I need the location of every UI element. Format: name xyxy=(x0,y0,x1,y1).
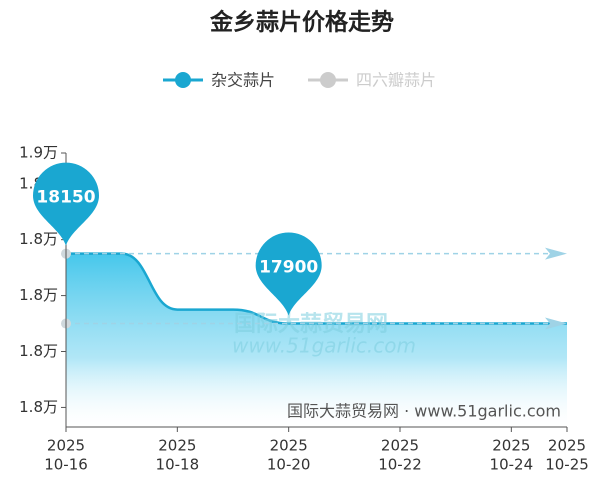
y-tick-label: 1.9万 xyxy=(19,144,58,162)
x-tick-label: 2025 xyxy=(270,437,308,455)
x-tick-label: 10-24 xyxy=(490,456,534,474)
x-tick-label: 2025 xyxy=(548,437,586,455)
chart-title: 金乡蒜片价格走势 xyxy=(209,9,394,36)
x-tick-label: 2025 xyxy=(47,437,85,455)
x-tick-label: 10-22 xyxy=(378,456,422,474)
legend-label: 杂交蒜片 xyxy=(211,71,275,90)
pin-label: 17900 xyxy=(259,258,318,278)
footer: 国际大蒜贸易网 · www.51garlic.com xyxy=(287,402,561,421)
x-tick-label: 10-25 xyxy=(545,456,589,474)
mark-line-arrow xyxy=(545,247,567,260)
y-tick-label: 1.8万 xyxy=(19,398,58,416)
legend-marker xyxy=(175,72,191,88)
mark-line-arrow xyxy=(545,317,567,330)
x-tick-label: 2025 xyxy=(158,437,196,455)
pin xyxy=(33,162,99,246)
pin-label: 18150 xyxy=(36,188,95,208)
y-tick-label: 1.8万 xyxy=(19,230,58,248)
watermark: 国际大蒜贸易网 xyxy=(234,312,388,337)
x-tick-label: 10-20 xyxy=(267,456,311,474)
area xyxy=(66,253,567,427)
legend-marker xyxy=(320,72,336,88)
x-tick-label: 2025 xyxy=(381,437,419,455)
y-tick-label: 1.8万 xyxy=(19,286,58,304)
legend-label: 四六瓣蒜片 xyxy=(356,71,436,90)
pin xyxy=(255,232,322,316)
x-tick-label: 10-16 xyxy=(44,456,88,474)
line xyxy=(66,252,567,325)
watermark-url: www.51garlic.com xyxy=(232,334,416,358)
x-tick-label: 2025 xyxy=(492,437,530,455)
x-tick-label: 10-18 xyxy=(156,456,200,474)
y-tick-label: 1.8万 xyxy=(19,342,58,360)
